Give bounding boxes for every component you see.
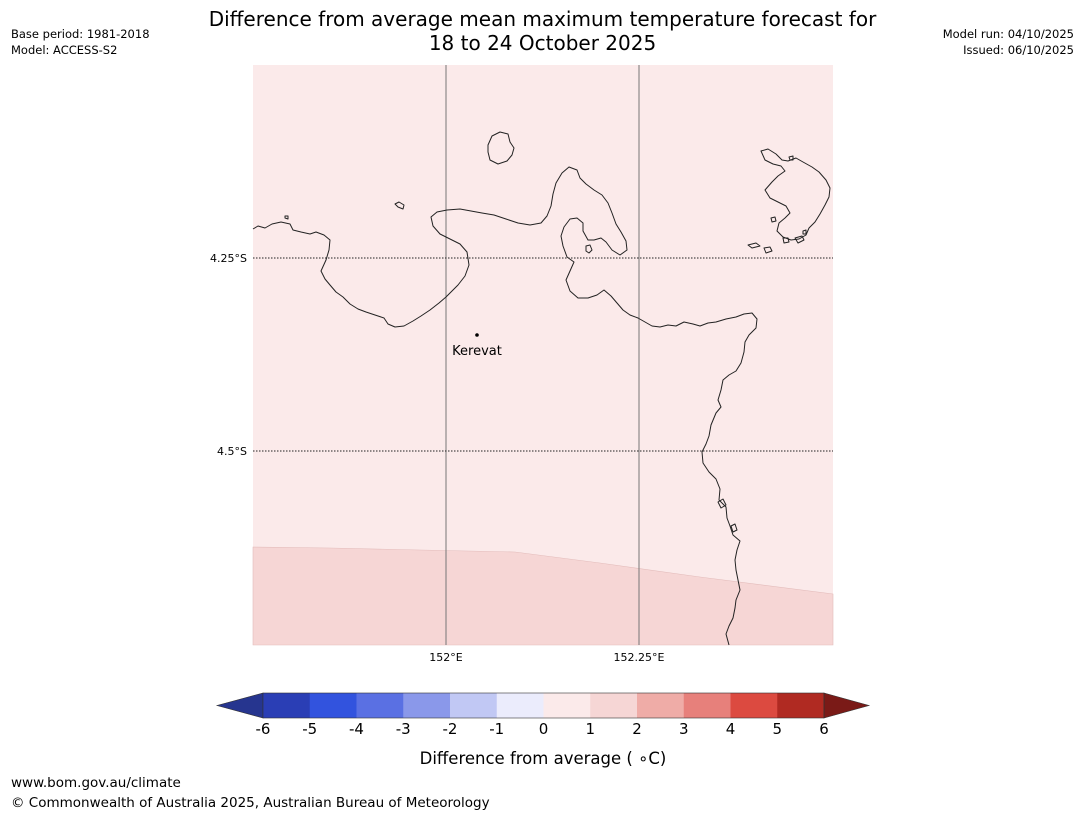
- colorbar-segment: [309, 693, 357, 718]
- model-text: Model: ACCESS-S2: [11, 43, 118, 57]
- island-northeast: [760, 148, 831, 241]
- islet-ne-6: [802, 229, 807, 235]
- islet-coast-1: [717, 498, 727, 509]
- colorbar-label: Difference from average ( ∘C): [420, 749, 667, 768]
- colorbar-segment: [450, 693, 498, 718]
- meta-left: Base period: 1981-2018 Model: ACCESS-S2: [11, 26, 150, 58]
- title-line-2: 18 to 24 October 2025: [428, 31, 657, 55]
- colorbar-segment: [683, 693, 731, 718]
- colorbar-tick-label: 2: [632, 720, 642, 738]
- islet-ne-3: [763, 246, 773, 254]
- islet-ne-4: [794, 235, 805, 244]
- colorbar-segment: [403, 693, 451, 718]
- islet-ne-2: [747, 242, 761, 249]
- issued-text: Issued: 06/10/2025: [963, 43, 1074, 57]
- islet-bay: [585, 244, 593, 254]
- place-dot: [475, 333, 479, 337]
- colorbar-tick-label: 1: [585, 720, 595, 738]
- islet-ne-7: [788, 155, 794, 161]
- colorbar-tick-label: -4: [349, 720, 364, 738]
- islet-coast-2: [730, 523, 738, 533]
- islet-west-2: [284, 215, 289, 220]
- footer-copyright: © Commonwealth of Australia 2025, Austra…: [11, 795, 490, 811]
- islet-west: [394, 201, 405, 210]
- colorbar-outline: [262, 692, 825, 719]
- base-period-text: Base period: 1981-2018: [11, 27, 150, 41]
- colorbar-segment: [356, 693, 404, 718]
- map-panel: Kerevat 152°E 152.25°E 4.25°S 4.5°S: [210, 65, 834, 664]
- meta-right: Model run: 04/10/2025 Issued: 06/10/2025: [943, 26, 1074, 58]
- anomaly-region-1-2: [252, 546, 834, 646]
- colorbar-segment: [496, 693, 544, 718]
- colorbar-tick-label: 4: [726, 720, 736, 738]
- colorbar-tick-label: 6: [819, 720, 829, 738]
- title-line-1: Difference from average mean maximum tem…: [208, 7, 877, 31]
- place-label: Kerevat: [452, 344, 502, 359]
- colorbar-tick-label: -6: [256, 720, 271, 738]
- lon-label-152: 152°E: [429, 651, 462, 664]
- model-run-text: Model run: 04/10/2025: [942, 27, 1074, 41]
- lon-label-152-25: 152.25°E: [614, 651, 665, 664]
- colorbar-segment: [590, 693, 638, 718]
- colorbar-tick-label: -2: [443, 720, 458, 738]
- colorbar-extend-high: [823, 692, 871, 719]
- colorbar-tick-label: 5: [772, 720, 782, 738]
- islet-ne-5: [770, 216, 777, 223]
- colorbar-tick-label: 0: [539, 720, 549, 738]
- footer-url: www.bom.gov.au/climate: [11, 775, 181, 791]
- colorbar-segment: [263, 693, 311, 718]
- colorbar-tick-label: -5: [302, 720, 317, 738]
- colorbar-segment: [730, 693, 778, 718]
- place-marker-kerevat: Kerevat: [452, 333, 502, 359]
- axis-labels: 152°E 152.25°E 4.25°S 4.5°S: [210, 252, 664, 664]
- lat-label-4-25: 4.25°S: [210, 252, 247, 265]
- colorbar-tick-label: -3: [396, 720, 411, 738]
- coastline-main: [252, 166, 758, 646]
- coastline: [252, 131, 831, 646]
- colorbar-tick-label: 3: [679, 720, 689, 738]
- island-north-small: [487, 131, 515, 165]
- colorbar-segment: [777, 693, 825, 718]
- colorbar-extend-low: [215, 692, 264, 719]
- page-title: Difference from average mean maximum tem…: [0, 7, 1085, 55]
- lat-label-4-5: 4.5°S: [217, 445, 247, 458]
- gridlines: [253, 65, 833, 645]
- colorbar-segment: [637, 693, 685, 718]
- colorbar-tick-label: -1: [489, 720, 504, 738]
- colorbar-segment: [543, 693, 591, 718]
- islet-ne-1: [782, 237, 790, 244]
- colorbar: -6 -5 -4 -3 -2 -1 0 1 2 3 4 5 6: [215, 692, 871, 738]
